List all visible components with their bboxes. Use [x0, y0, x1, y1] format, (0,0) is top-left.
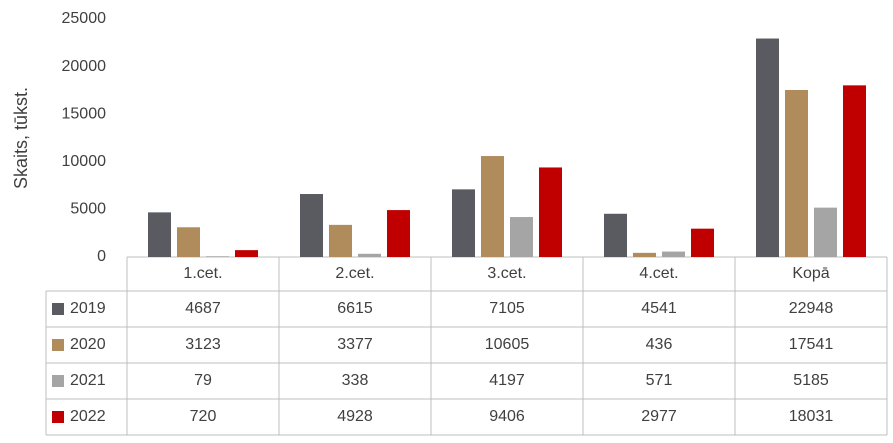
table-value: 2977 — [641, 408, 677, 425]
y-tick-label: 0 — [97, 248, 106, 265]
bar — [814, 207, 837, 257]
x-tick-label: 4.cet. — [639, 265, 678, 282]
bar — [633, 252, 656, 257]
bar — [177, 227, 200, 257]
bar — [756, 38, 779, 258]
bar — [662, 251, 685, 257]
bar — [358, 253, 381, 257]
bar — [300, 194, 323, 257]
y-axis-label: Skaits, tūkst. — [11, 87, 31, 189]
table-value: 3123 — [185, 336, 221, 353]
bar — [148, 212, 171, 257]
legend-swatch — [52, 411, 64, 423]
table-value: 17541 — [789, 336, 834, 353]
bar — [206, 256, 229, 257]
table-value: 9406 — [489, 408, 525, 425]
table-value: 4197 — [489, 372, 525, 389]
table-value: 3377 — [337, 336, 373, 353]
table-value: 6615 — [337, 300, 373, 317]
bar — [329, 224, 352, 257]
bar — [452, 189, 475, 257]
legend-label: 2019 — [70, 300, 106, 317]
legend-swatch — [52, 339, 64, 351]
table-value: 18031 — [789, 408, 834, 425]
y-tick-label: 5000 — [70, 201, 106, 218]
bar — [510, 217, 533, 257]
table-value: 4687 — [185, 300, 221, 317]
table-value: 79 — [194, 372, 212, 389]
legend-label: 2020 — [70, 336, 106, 353]
x-tick-label: 1.cet. — [183, 265, 222, 282]
legend-swatch — [52, 303, 64, 315]
y-tick-label: 25000 — [62, 10, 107, 27]
bar — [481, 156, 504, 257]
bar — [843, 85, 866, 257]
x-tick-label: 2.cet. — [335, 265, 374, 282]
table-value: 5185 — [793, 372, 829, 389]
bar — [691, 228, 714, 257]
bar — [604, 213, 627, 257]
y-tick-label: 15000 — [62, 105, 107, 122]
bar — [387, 210, 410, 257]
x-tick-label: 3.cet. — [487, 265, 526, 282]
table-value: 720 — [190, 408, 217, 425]
table-value: 7105 — [489, 300, 525, 317]
table-value: 436 — [646, 336, 673, 353]
table-value: 338 — [342, 372, 369, 389]
table-value: 571 — [646, 372, 673, 389]
table-value: 22948 — [789, 300, 834, 317]
bar — [235, 250, 258, 257]
y-tick-label: 20000 — [62, 58, 107, 75]
table-value: 4541 — [641, 300, 677, 317]
y-tick-label: 10000 — [62, 153, 107, 170]
bar — [539, 167, 562, 257]
table-value: 10605 — [485, 336, 530, 353]
legend-swatch — [52, 375, 64, 387]
legend-label: 2021 — [70, 372, 106, 389]
legend-label: 2022 — [70, 408, 106, 425]
bar — [785, 90, 808, 258]
x-tick-label: Kopā — [792, 265, 829, 282]
table-value: 4928 — [337, 408, 373, 425]
